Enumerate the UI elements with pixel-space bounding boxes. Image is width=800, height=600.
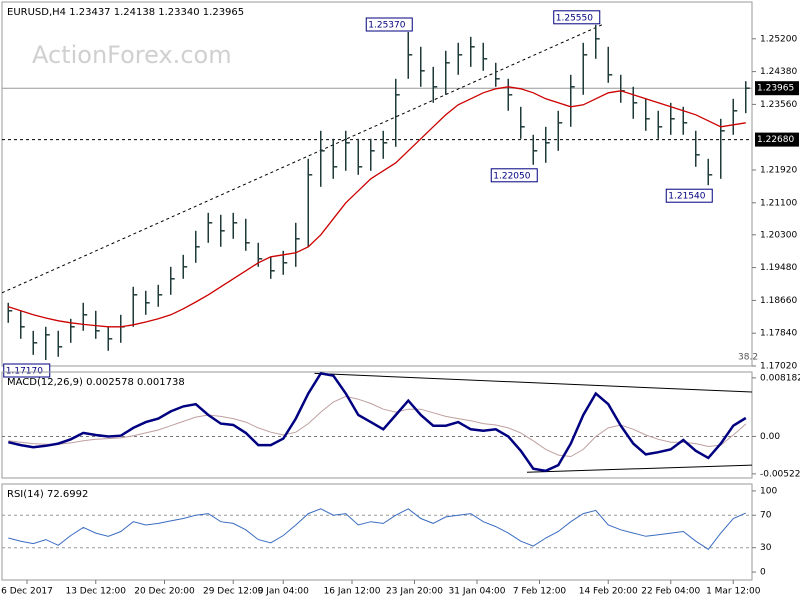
y-tick-label: 1.24380 bbox=[760, 67, 797, 77]
y-tick-label: 0.00 bbox=[760, 432, 780, 442]
x-tick-label: 23 Jan 20:00 bbox=[386, 587, 443, 597]
y-tick-label: 100 bbox=[760, 486, 777, 496]
x-tick-label: 9 Jan 04:00 bbox=[258, 587, 310, 597]
price-tag bbox=[755, 132, 799, 147]
panel-frame bbox=[1, 483, 753, 581]
x-tick-label: 1 Mar 12:00 bbox=[706, 587, 761, 597]
x-tick-label: 29 Dec 12:00 bbox=[203, 587, 264, 597]
y-tick-label: 1.19480 bbox=[760, 263, 797, 273]
price-tag-label: 1.22680 bbox=[757, 135, 794, 145]
y-tick-label: 1.20300 bbox=[760, 230, 797, 240]
x-tick-label: 7 Feb 12:00 bbox=[513, 587, 567, 597]
indicator-line bbox=[8, 372, 747, 473]
price-annotation-box bbox=[365, 17, 413, 32]
panel-title: RSI(14) 72.6992 bbox=[7, 489, 88, 500]
x-tick-label: 13 Dec 12:00 bbox=[65, 587, 126, 597]
price-annotation: 1.25370 bbox=[368, 21, 405, 31]
x-tick-label: 14 Feb 20:00 bbox=[579, 587, 638, 597]
panel-frame bbox=[1, 1, 753, 367]
price-tag bbox=[755, 81, 799, 96]
price-annotation: 1.25550 bbox=[556, 13, 593, 23]
price-annotation: 1.22050 bbox=[493, 171, 530, 181]
panel-title: MACD(12,26,9) 0.002578 0.001738 bbox=[7, 377, 185, 388]
price-tag-label: 1.23965 bbox=[757, 84, 794, 94]
y-tick-label: 1.23560 bbox=[760, 100, 797, 110]
y-tick-label: -0.005223 bbox=[760, 469, 800, 479]
y-tick-label: 70 bbox=[760, 511, 772, 521]
y-tick-label: 0.008182 bbox=[760, 373, 800, 383]
y-tick-label: 30 bbox=[760, 543, 772, 553]
x-tick-label: 6 Dec 2017 bbox=[1, 587, 53, 597]
price-annotation-box bbox=[490, 168, 538, 183]
moving-average bbox=[8, 86, 746, 328]
x-tick-label: 22 Feb 04:00 bbox=[641, 587, 700, 597]
panel-title: EURUSD,H4 1.23437 1.24138 1.23340 1.2396… bbox=[7, 7, 244, 18]
trend-line bbox=[314, 372, 753, 393]
y-tick-label: 1.18660 bbox=[760, 296, 797, 306]
price-annotation: 1.21540 bbox=[668, 192, 705, 202]
x-tick-label: 31 Jan 04:00 bbox=[449, 587, 506, 597]
price-annotation-box bbox=[3, 363, 51, 378]
indicator-line bbox=[8, 508, 746, 550]
watermark: ActionForex.com bbox=[32, 41, 232, 69]
price-annotation-box bbox=[665, 188, 713, 203]
price-annotation-box bbox=[553, 10, 601, 25]
x-tick-label: 16 Jan 12:00 bbox=[324, 587, 381, 597]
y-tick-label: 1.21920 bbox=[760, 166, 797, 176]
y-tick-label: 1.25200 bbox=[760, 34, 797, 44]
panel-frame bbox=[1, 371, 753, 479]
trend-line bbox=[526, 464, 753, 473]
fib-label: 38.2 bbox=[738, 353, 758, 363]
y-tick-label: 1.17020 bbox=[760, 362, 797, 372]
x-tick-label: 20 Dec 20:00 bbox=[134, 587, 195, 597]
y-tick-label: 1.21100 bbox=[760, 198, 797, 208]
y-tick-label: 0 bbox=[760, 568, 766, 578]
indicator-line bbox=[8, 395, 747, 458]
trend-line bbox=[1, 24, 603, 294]
y-tick-label: 1.17840 bbox=[760, 329, 797, 339]
